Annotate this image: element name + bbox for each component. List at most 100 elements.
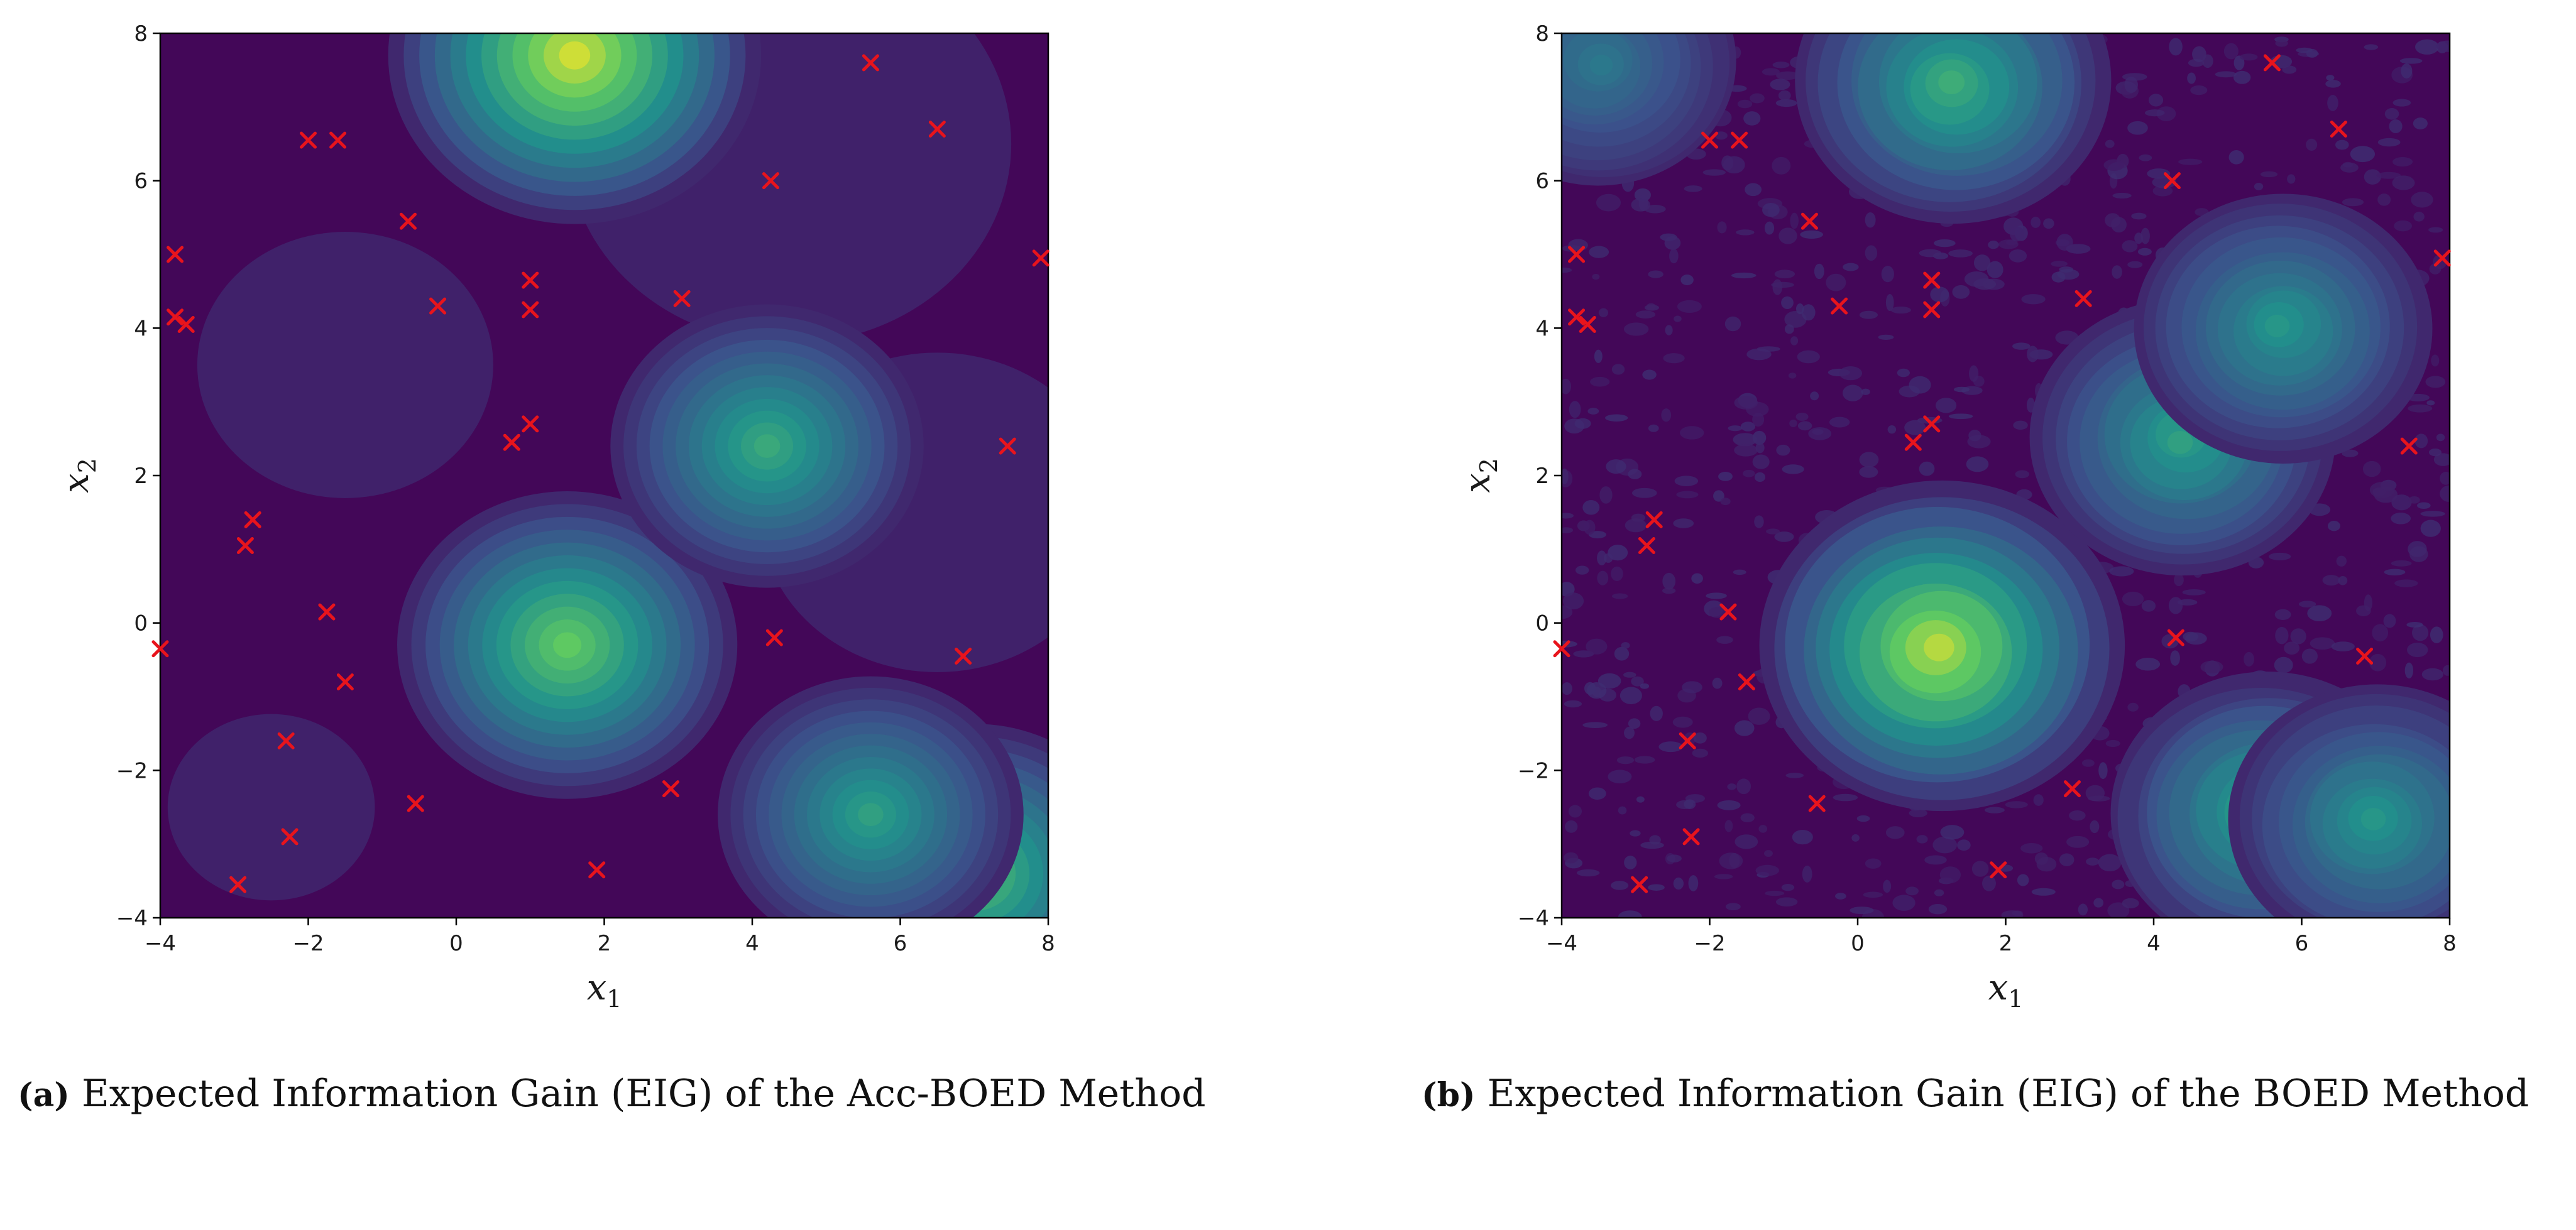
noise-patch xyxy=(2274,656,2293,673)
noise-patch xyxy=(1642,369,1657,380)
noise-patch xyxy=(2021,294,2046,305)
design-point-marker xyxy=(1638,536,1655,554)
noise-patch xyxy=(1771,281,1794,288)
noise-patch xyxy=(2127,121,2148,135)
noise-patch xyxy=(1779,227,1797,244)
x-tick-label: 2 xyxy=(598,931,611,956)
noise-patch xyxy=(1850,906,1874,915)
design-point-marker xyxy=(2433,249,2451,267)
noise-patch xyxy=(1971,861,1989,877)
noise-patch xyxy=(2284,641,2300,655)
noise-patch xyxy=(1776,444,1790,456)
noise-patch xyxy=(1800,230,1824,239)
noise-patch xyxy=(1754,472,1766,482)
noise-patch xyxy=(1948,249,1973,258)
noise-patch xyxy=(1883,879,1892,893)
noise-patch xyxy=(2169,38,2183,56)
design-point-marker xyxy=(399,212,417,230)
noise-patch xyxy=(1881,266,1895,283)
design-point-marker xyxy=(1568,246,1586,263)
noise-patch xyxy=(2066,835,2090,848)
design-point-marker xyxy=(588,861,606,879)
noise-patch xyxy=(1723,156,1745,174)
marker-stroke xyxy=(862,54,879,72)
eig-contour-level xyxy=(1938,70,1965,95)
design-point-marker xyxy=(928,121,946,138)
noise-patch xyxy=(1885,826,1905,839)
noise-patch xyxy=(2078,903,2088,916)
noise-patch xyxy=(1713,490,1724,502)
noise-patch xyxy=(1631,513,1645,522)
noise-patch xyxy=(1684,799,1696,809)
noise-patch xyxy=(1648,424,1659,432)
noise-patch xyxy=(1772,62,1790,68)
y-tick-label: −4 xyxy=(1518,906,1549,931)
noise-patch xyxy=(2420,520,2441,537)
noise-patch xyxy=(2112,265,2122,279)
design-point-marker xyxy=(1553,640,1570,658)
noise-patch xyxy=(2190,85,2208,95)
noise-patch xyxy=(2391,494,2412,511)
noise-patch xyxy=(1589,246,1609,258)
noise-patch xyxy=(1762,68,1780,76)
noise-patch xyxy=(2326,75,2335,81)
design-point-marker xyxy=(2063,780,2081,798)
noise-patch xyxy=(1565,820,1578,833)
noise-patch xyxy=(1766,528,1780,535)
noise-patch xyxy=(2369,482,2395,498)
noise-patch xyxy=(1682,681,1702,694)
noise-patch xyxy=(2122,898,2139,909)
noise-patch xyxy=(2310,637,2335,650)
design-point-marker xyxy=(1701,131,1718,149)
noise-patch xyxy=(1562,267,1572,273)
noise-patch xyxy=(1562,468,1569,484)
eig-contour-level xyxy=(858,803,884,827)
design-point-marker xyxy=(244,511,261,528)
noise-patch xyxy=(2401,63,2413,79)
noise-patch xyxy=(1712,677,1723,689)
noise-patch xyxy=(1745,183,1762,197)
noise-patch xyxy=(2392,99,2411,107)
eig-contour-level xyxy=(1924,633,1954,661)
noise-patch xyxy=(2105,139,2115,148)
design-point-marker xyxy=(1738,673,1755,691)
noise-patch xyxy=(1724,316,1741,332)
marker-stroke xyxy=(1579,315,1596,333)
noise-patch xyxy=(1801,304,1816,321)
noise-patch xyxy=(1865,858,1882,869)
noise-patch xyxy=(1611,364,1625,375)
noise-patch xyxy=(1897,368,1910,378)
noise-patch xyxy=(2340,162,2359,173)
noise-patch xyxy=(1718,472,1733,481)
design-point-marker xyxy=(229,876,247,893)
marker-stroke xyxy=(1631,876,1648,893)
noise-patch xyxy=(1608,545,1628,561)
noise-patch xyxy=(1667,854,1682,863)
noise-patch xyxy=(1890,307,1911,314)
noise-patch xyxy=(1919,249,1942,258)
noise-patch xyxy=(2414,433,2428,449)
noise-patch xyxy=(1982,875,1996,891)
noise-patch xyxy=(2031,216,2041,228)
noise-patch xyxy=(1669,248,1679,264)
noise-patch xyxy=(1740,422,1756,432)
noise-patch xyxy=(2051,261,2068,267)
noise-patch xyxy=(2426,400,2435,406)
noise-patch xyxy=(1658,741,1683,753)
noise-patch xyxy=(2408,404,2433,413)
noise-patch xyxy=(1603,553,1613,563)
chart-panel-a: −4 −2 0 2 4 6 8 −4 −2 0 2 4 6 8 x1 x2 xyxy=(56,21,1055,1013)
noise-patch xyxy=(1717,800,1741,810)
noise-patch xyxy=(2156,106,2176,121)
noise-patch xyxy=(2184,632,2207,645)
noise-patch xyxy=(1795,412,1809,421)
noise-patch xyxy=(1576,869,1600,877)
design-point-marker xyxy=(167,246,184,263)
noise-patch xyxy=(1611,593,1628,599)
noise-patch xyxy=(2412,624,2429,641)
marker-stroke xyxy=(2163,172,2181,190)
noise-patch xyxy=(1802,865,1812,883)
design-point-marker xyxy=(2400,437,2418,455)
design-point-marker xyxy=(1731,131,1748,149)
x-tick-label: 4 xyxy=(2147,931,2161,956)
